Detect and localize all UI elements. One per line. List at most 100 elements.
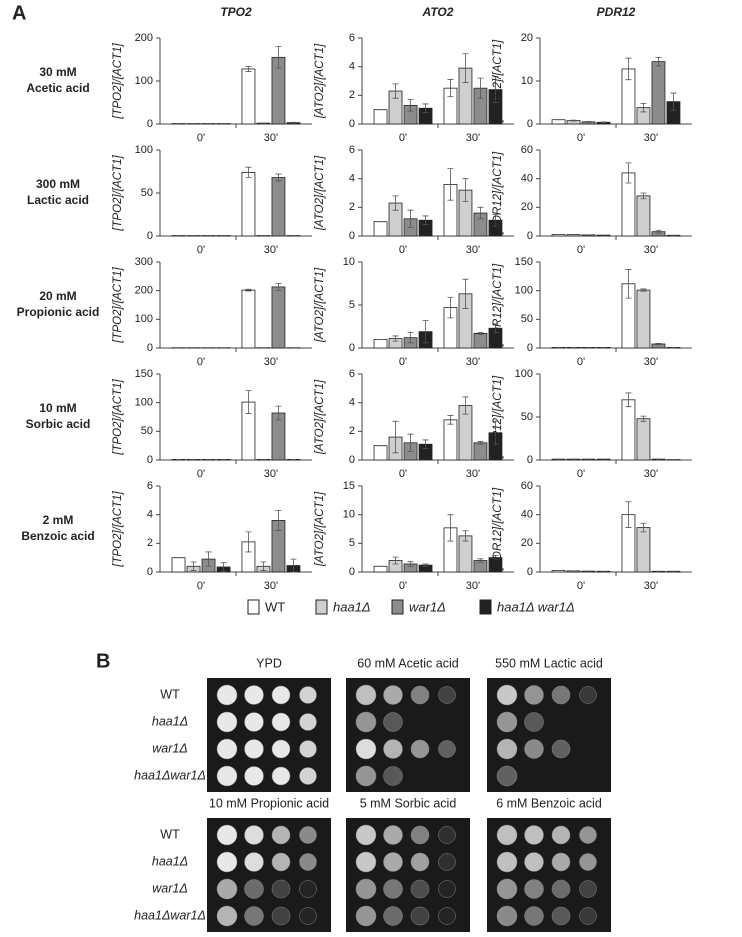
- colony-spot: [355, 765, 377, 787]
- colony-spot: [579, 826, 597, 844]
- colony-spot: [496, 824, 518, 846]
- error-bar: [600, 121, 607, 124]
- y-tick-label: 60: [521, 480, 533, 492]
- y-tick-label: 6: [349, 32, 355, 44]
- colony-spot: [355, 851, 377, 873]
- error-bar: [640, 192, 647, 200]
- colony-spot: [299, 853, 317, 871]
- y-tick-label: 10: [343, 509, 355, 521]
- colony-spot: [216, 905, 238, 927]
- bar: [271, 286, 286, 349]
- bar: [636, 418, 651, 461]
- strain-label: war1Δ: [152, 881, 187, 895]
- colony-spot: [216, 851, 238, 873]
- legend-swatch: [247, 599, 260, 615]
- legend-label: haa1Δ war1Δ: [497, 599, 575, 614]
- bar: [373, 445, 388, 461]
- colony-spot: [271, 739, 291, 759]
- column-title: ATO2: [422, 5, 454, 19]
- y-tick-label: 4: [349, 61, 355, 73]
- error-bar: [447, 296, 454, 319]
- colony-spot: [355, 738, 377, 760]
- x-tick-label: 0': [399, 132, 407, 144]
- x-tick-label: 30': [466, 244, 480, 256]
- error-bar: [290, 558, 297, 573]
- bar: [636, 289, 651, 349]
- colony-spot: [551, 852, 571, 872]
- error-bar: [625, 57, 632, 81]
- colony-spot: [579, 907, 597, 925]
- error-bar: [407, 209, 414, 228]
- error-bar: [462, 178, 469, 202]
- error-bar: [392, 420, 399, 454]
- row-label: Benzoic acid: [21, 529, 94, 543]
- y-axis-label: [TPO2]/[ACT1]: [112, 490, 124, 567]
- row-label: 10 mM: [39, 401, 76, 415]
- y-axis-label: [ATO2]/[ACT1]: [314, 491, 326, 567]
- y-tick-label: 0: [147, 566, 153, 578]
- colony-spot: [355, 878, 377, 900]
- y-tick-label: 150: [515, 256, 533, 268]
- colony-spot: [524, 879, 544, 899]
- colony-spot: [355, 711, 377, 733]
- colony-spot: [244, 766, 264, 786]
- colony-spot: [524, 852, 544, 872]
- colony-spot: [551, 906, 571, 926]
- x-tick-label: 30': [264, 244, 278, 256]
- error-bar: [245, 65, 252, 72]
- legend-swatch: [391, 599, 404, 615]
- error-bar: [655, 343, 662, 345]
- colony-spot: [383, 906, 403, 926]
- colony-spot: [299, 907, 317, 925]
- colony-spot: [524, 825, 544, 845]
- bar: [241, 68, 256, 125]
- colony-spot: [299, 713, 317, 731]
- y-axis-label: [ATO2]/[ACT1]: [314, 379, 326, 455]
- x-tick-label: 0': [197, 132, 205, 144]
- colony-spot: [410, 879, 430, 899]
- error-bar: [447, 79, 454, 98]
- colony-spot: [496, 765, 518, 787]
- bar: [373, 338, 388, 349]
- x-tick-label: 30': [644, 132, 658, 144]
- bar: [636, 527, 651, 573]
- colony-spot: [524, 906, 544, 926]
- error-bar: [407, 332, 414, 344]
- colony-spot: [244, 879, 264, 899]
- error-bar: [477, 332, 484, 335]
- error-bar: [670, 92, 677, 111]
- colony-spot: [271, 766, 291, 786]
- error-bar: [245, 288, 252, 292]
- y-axis-label: [ATO2]/[ACT1]: [314, 155, 326, 231]
- bar: [443, 419, 458, 461]
- error-bar: [640, 288, 647, 292]
- y-tick-label: 15: [343, 480, 355, 492]
- y-tick-label: 0: [147, 454, 153, 466]
- error-bar: [640, 522, 647, 533]
- row-label: 30 mM: [39, 65, 76, 79]
- column-title: TPO2: [220, 5, 252, 19]
- error-bar: [447, 415, 454, 425]
- error-bar: [275, 283, 282, 291]
- error-bar: [585, 121, 592, 123]
- bar: [473, 442, 488, 461]
- error-bar: [407, 433, 414, 452]
- y-tick-label: 50: [141, 425, 153, 437]
- colony-spot: [271, 906, 291, 926]
- error-bar: [477, 558, 484, 563]
- y-axis-label: [ATO2]/[ACT1]: [314, 43, 326, 119]
- panel-label: B: [96, 650, 110, 672]
- error-bar: [625, 392, 632, 408]
- y-tick-label: 50: [521, 411, 533, 423]
- error-bar: [477, 206, 484, 220]
- x-tick-label: 30': [264, 580, 278, 592]
- x-tick-label: 0': [197, 468, 205, 480]
- y-tick-label: 2: [147, 537, 153, 549]
- y-tick-label: 2: [349, 201, 355, 213]
- colony-spot: [244, 712, 264, 732]
- y-tick-label: 0: [527, 342, 533, 354]
- error-bar: [260, 561, 267, 571]
- x-tick-label: 30': [466, 580, 480, 592]
- colony-spot: [496, 711, 518, 733]
